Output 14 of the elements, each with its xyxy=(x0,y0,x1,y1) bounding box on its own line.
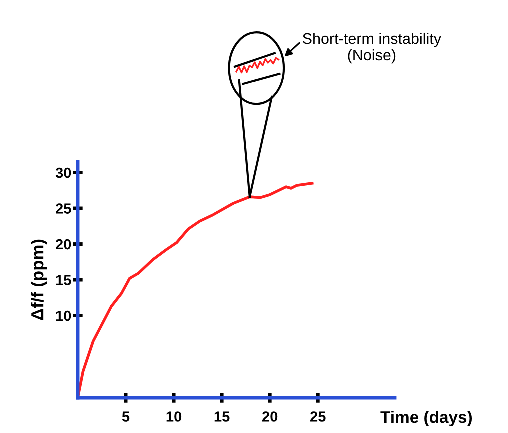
y-tick-label: 20 xyxy=(56,239,72,250)
y-tick-label: 25 xyxy=(56,204,72,214)
text: Short-term instability (Noise) xyxy=(302,32,442,64)
x-tick-label: 5 xyxy=(122,412,130,422)
x-tick-label: 25 xyxy=(310,412,326,422)
x-tick-label: 10 xyxy=(166,412,182,422)
y-tick-label: 30 xyxy=(56,168,72,178)
y-tick-label: 10 xyxy=(56,310,72,322)
x-tick-label: 15 xyxy=(214,412,230,422)
y-tick-label: 15 xyxy=(56,275,72,286)
x-axis-title: Time (days) xyxy=(380,410,472,427)
y-axis-title: Δf/f (ppm) xyxy=(30,240,48,320)
x-tick-label: 20 xyxy=(262,412,278,422)
line-series xyxy=(78,182,314,398)
